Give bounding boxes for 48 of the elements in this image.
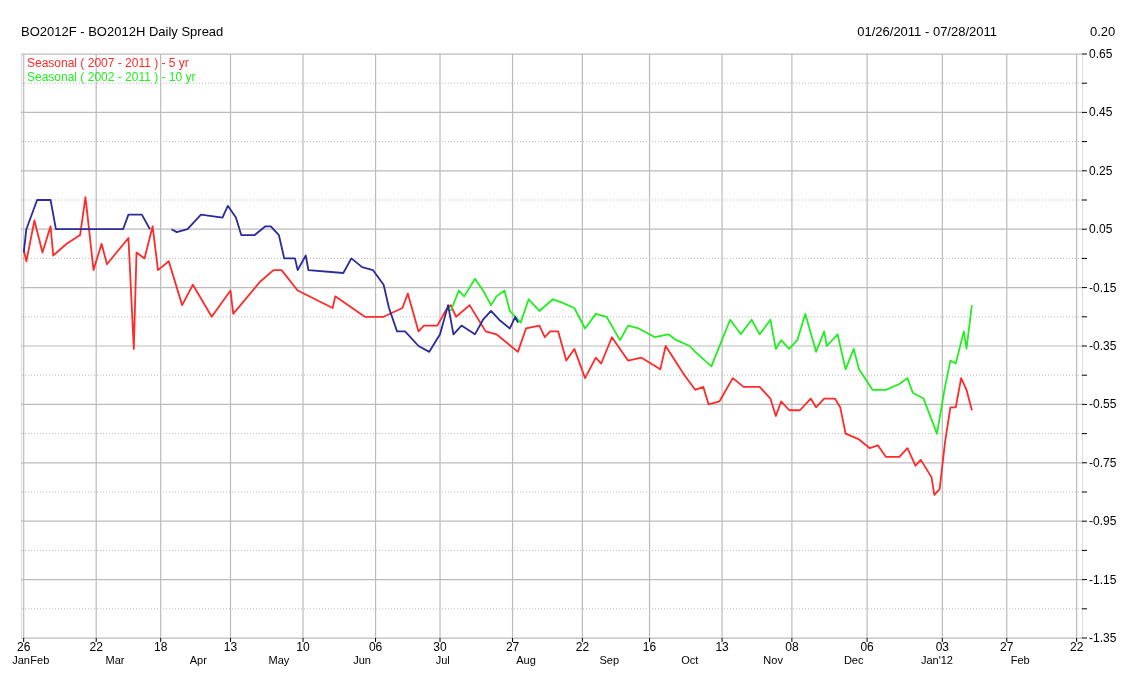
text: Seasonal ( 2007 - 2011 ) - 5 yr — [27, 56, 189, 70]
y-tick-label: 0.25 — [1089, 163, 1113, 178]
x-tick-label: 08 — [785, 640, 799, 654]
x2-tick-label: Apr — [189, 654, 208, 666]
y-tick-label: -0.55 — [1089, 397, 1117, 412]
y-tick-label: -0.95 — [1089, 514, 1117, 529]
x-tick-label: 22 — [89, 640, 104, 654]
x-tick-label: 27 — [1000, 640, 1014, 654]
y-tick-label: -1.15 — [1089, 572, 1117, 587]
x2-tick-label: Dec — [843, 654, 864, 666]
x2-tick-label: Jul — [435, 654, 450, 666]
x2-tick-label: Jun — [353, 654, 372, 666]
x2-tick-label: Aug — [516, 654, 536, 666]
x2-tick-label: Feb — [30, 654, 50, 666]
y-tick-label: -0.35 — [1089, 339, 1117, 353]
y-tick-label: 0.05 — [1089, 222, 1113, 237]
x-tick-label: 06 — [368, 640, 383, 654]
x-tick-label: 30 — [433, 640, 448, 654]
x2-tick-label: Oct — [681, 654, 699, 666]
text: 0.20 — [1090, 24, 1116, 39]
x2-tick-label: Nov — [763, 654, 784, 666]
y-tick-label: 0.65 — [1089, 47, 1113, 61]
line-series — [22, 196, 973, 496]
x2-tick-label: Jan'12 — [920, 654, 953, 666]
x2-tick-label: May — [268, 654, 290, 666]
y-tick-label: 0.45 — [1089, 105, 1113, 120]
x2-tick-label: Feb — [1010, 654, 1030, 666]
chart-title: BO2012F - BO2012H Daily Spread — [21, 24, 224, 39]
chart-subtitle: 01/26/2011 - 07/28/2011 — [857, 24, 997, 39]
x-tick-label: 10 — [296, 640, 311, 654]
line-series — [449, 277, 973, 435]
x2-tick-label: Mar — [105, 654, 125, 666]
x-tick-label: 27 — [505, 640, 520, 654]
text: Seasonal ( 2002 - 2011 ) - 10 yr — [27, 70, 196, 84]
x-tick-label: 26 — [17, 640, 31, 654]
x-tick-label: 06 — [860, 640, 875, 654]
x-tick-label: 22 — [1069, 640, 1084, 654]
x-tick-label: 13 — [715, 640, 730, 654]
x-tick-label: 16 — [642, 640, 657, 654]
x-tick-label: 18 — [154, 640, 168, 654]
x2-tick-label: Sep — [599, 654, 620, 666]
x-tick-label: 03 — [935, 640, 950, 654]
y-tick-label: -0.15 — [1089, 280, 1117, 295]
y-tick-label: -0.75 — [1089, 455, 1117, 470]
x-tick-label: 13 — [223, 640, 238, 654]
x-tick-label: 22 — [575, 640, 590, 654]
y-tick-label: -1.35 — [1089, 631, 1117, 645]
x2-tick-label: Jan — [12, 654, 30, 666]
